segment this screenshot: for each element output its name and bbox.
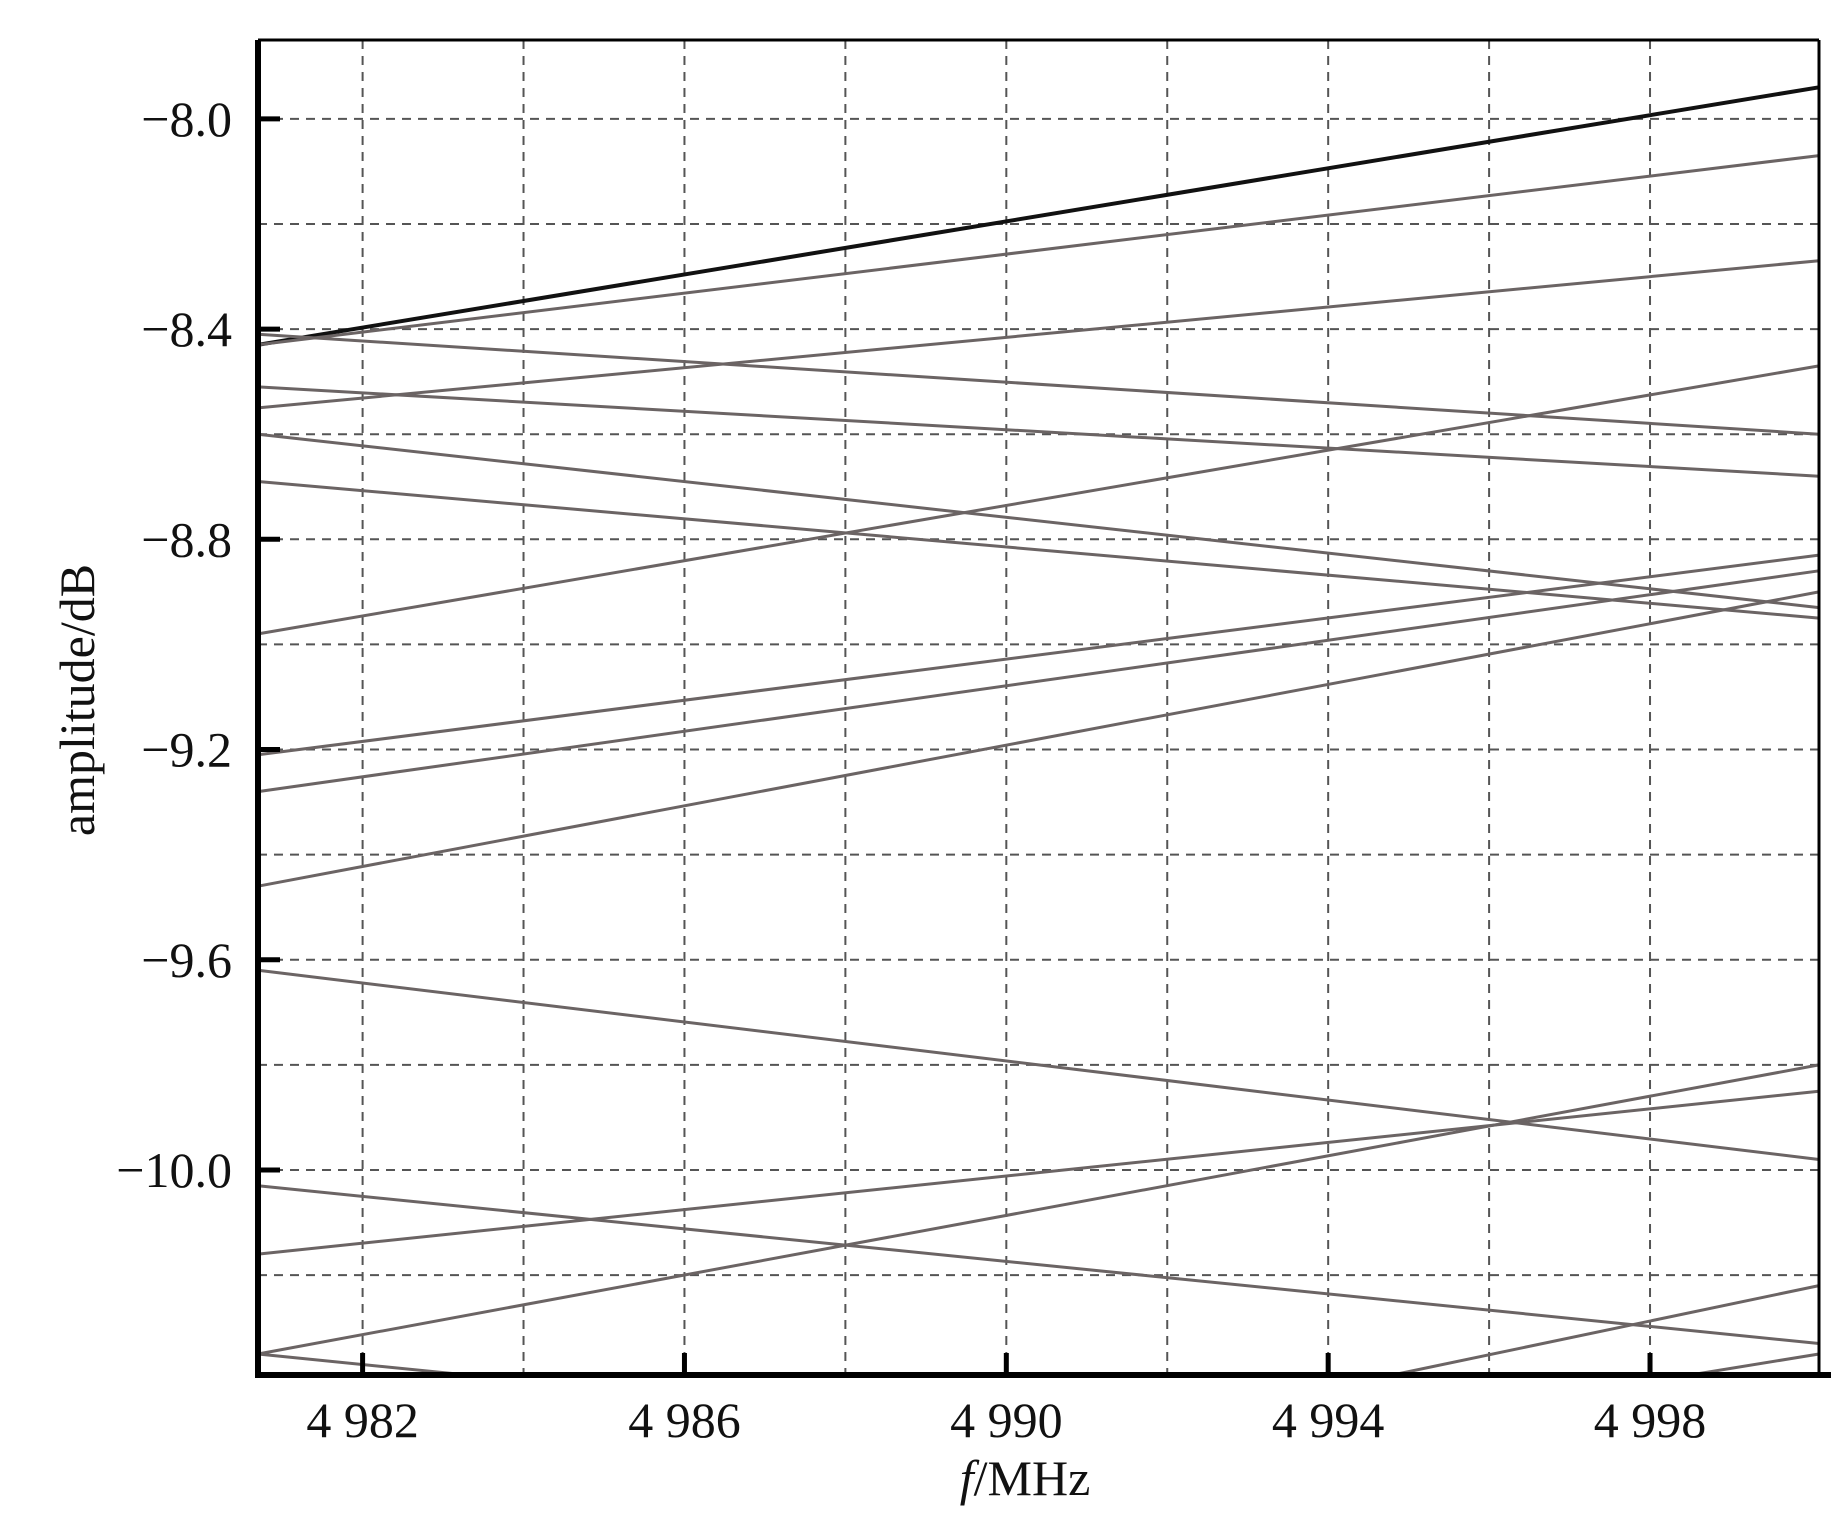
series-line — [257, 154, 1820, 347]
y-tick-label: −9.2 — [141, 722, 232, 778]
y-tick-label: −8.4 — [141, 301, 232, 357]
x-tick-label: 4 990 — [950, 1392, 1063, 1448]
y-tick-label: −8.0 — [141, 91, 232, 147]
series-line — [257, 590, 1820, 888]
series-line — [1690, 1352, 1820, 1377]
x-axis-title-unit: /MHz — [974, 1450, 1091, 1506]
series-line — [257, 553, 1820, 757]
series-line — [257, 364, 1820, 636]
series-line — [1392, 1284, 1820, 1377]
x-tick-label: 4 994 — [1272, 1392, 1385, 1448]
y-axis-title: amplitude/dB — [49, 564, 105, 836]
series-line — [257, 480, 1820, 620]
highlight-series-line — [257, 85, 1820, 347]
tick-marks — [258, 116, 1653, 1375]
series-line — [257, 968, 1820, 1161]
series-line — [257, 259, 1820, 410]
series-line — [257, 432, 1820, 610]
series-line — [257, 332, 1820, 436]
y-tick-labels: −8.0 −8.4 −8.8 −9.2 −9.6 −10.0 — [116, 91, 232, 1198]
series-line — [257, 385, 1820, 478]
x-tick-label: 4 986 — [628, 1392, 741, 1448]
y-tick-label: −9.6 — [141, 932, 232, 988]
y-tick-label: −8.8 — [141, 511, 232, 567]
x-tick-labels: 4 982 4 986 4 990 4 994 4 998 — [306, 1392, 1706, 1448]
series-line — [257, 1184, 1820, 1345]
grid-lines — [258, 40, 1819, 1375]
plot-frame — [255, 38, 1831, 1378]
series-line — [257, 1063, 1820, 1356]
x-tick-label: 4 998 — [1594, 1392, 1707, 1448]
series-line — [257, 1089, 1820, 1256]
x-axis-title: f/MHz — [960, 1450, 1091, 1506]
y-tick-label: −10.0 — [116, 1142, 232, 1198]
series-lines — [257, 85, 1820, 1377]
series-line — [257, 569, 1820, 794]
x-tick-label: 4 982 — [306, 1392, 419, 1448]
